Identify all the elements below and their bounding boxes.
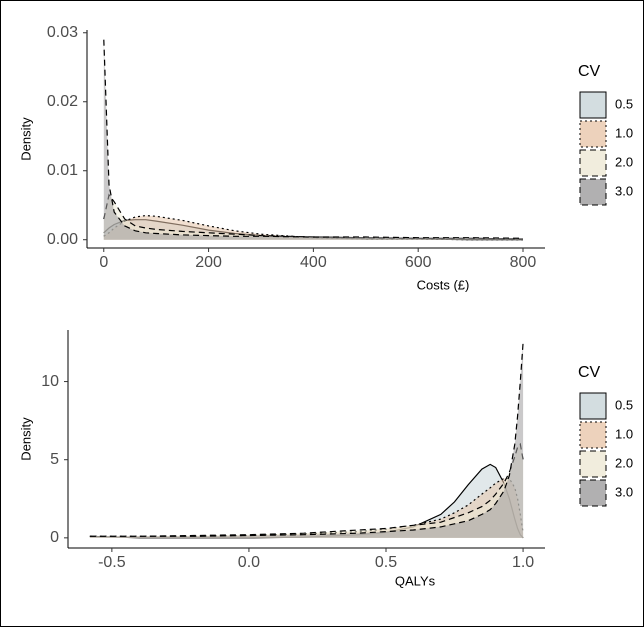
legend-key [579,149,607,177]
legend-label: 0.5 [615,96,633,111]
density-line [89,342,524,537]
legend-label: 3.0 [615,484,633,499]
legend-title: CV [578,364,601,381]
density-fill [89,342,524,538]
y-tick-label: 0 [50,529,59,546]
legend-key [579,120,607,148]
y-tick-label: 0.00 [47,231,78,248]
x-axis-title: QALYs [395,573,436,588]
x-tick-label: 200 [195,254,222,271]
y-tick-label: 10 [41,373,59,390]
y-tick-label: 0.03 [47,24,78,41]
y-axis-title: Density [18,417,33,461]
y-axis-title: Density [18,117,33,161]
legend-label: 0.5 [615,397,633,412]
legend-title: CV [578,63,601,80]
legend-label: 1.0 [615,426,633,441]
legend-key [579,91,607,119]
x-tick-label: 400 [300,254,327,271]
x-tick-label: 0.0 [238,554,260,571]
legend-label: 2.0 [615,455,633,470]
legend-key [579,479,607,507]
legend-label: 2.0 [615,154,633,169]
legend-key [579,178,607,206]
y-tick-label: 5 [50,451,59,468]
x-tick-label: 0 [99,254,108,271]
x-tick-label: 1.0 [512,554,534,571]
legend-label: 3.0 [615,183,633,198]
legend-key [579,450,607,478]
y-tick-label: 0.01 [47,162,78,179]
x-tick-label: 0.5 [375,554,397,571]
x-tick-label: -0.5 [98,554,126,571]
legend-key [579,421,607,449]
x-tick-label: 600 [405,254,432,271]
x-axis-title: Costs (£) [417,277,470,292]
x-tick-label: 800 [510,254,537,271]
legend-key [579,392,607,420]
density-line [103,39,524,239]
legend-label: 1.0 [615,125,633,140]
y-tick-label: 0.02 [47,93,78,110]
